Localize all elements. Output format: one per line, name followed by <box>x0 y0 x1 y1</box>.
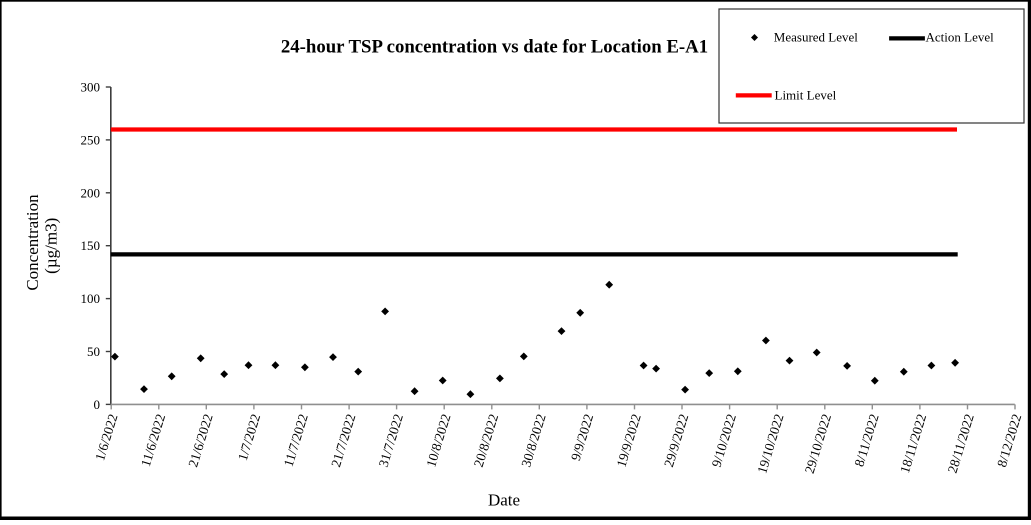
svg-text:Action Level: Action Level <box>926 30 995 45</box>
svg-text:50: 50 <box>87 344 100 359</box>
svg-text:300: 300 <box>81 80 101 95</box>
svg-text:Date: Date <box>488 491 520 510</box>
svg-text:100: 100 <box>81 291 101 306</box>
svg-text:Concentration: Concentration <box>23 194 42 291</box>
svg-text:Measured Level: Measured Level <box>774 30 858 45</box>
svg-text:250: 250 <box>81 132 101 147</box>
svg-text:Limit Level: Limit Level <box>775 88 837 103</box>
svg-text:150: 150 <box>81 238 101 253</box>
svg-text:24-hour TSP concentration vs d: 24-hour TSP concentration vs date for Lo… <box>281 36 708 57</box>
svg-text:200: 200 <box>81 185 101 200</box>
svg-text:(µg/m3): (µg/m3) <box>42 218 61 274</box>
svg-text:0: 0 <box>94 397 101 412</box>
